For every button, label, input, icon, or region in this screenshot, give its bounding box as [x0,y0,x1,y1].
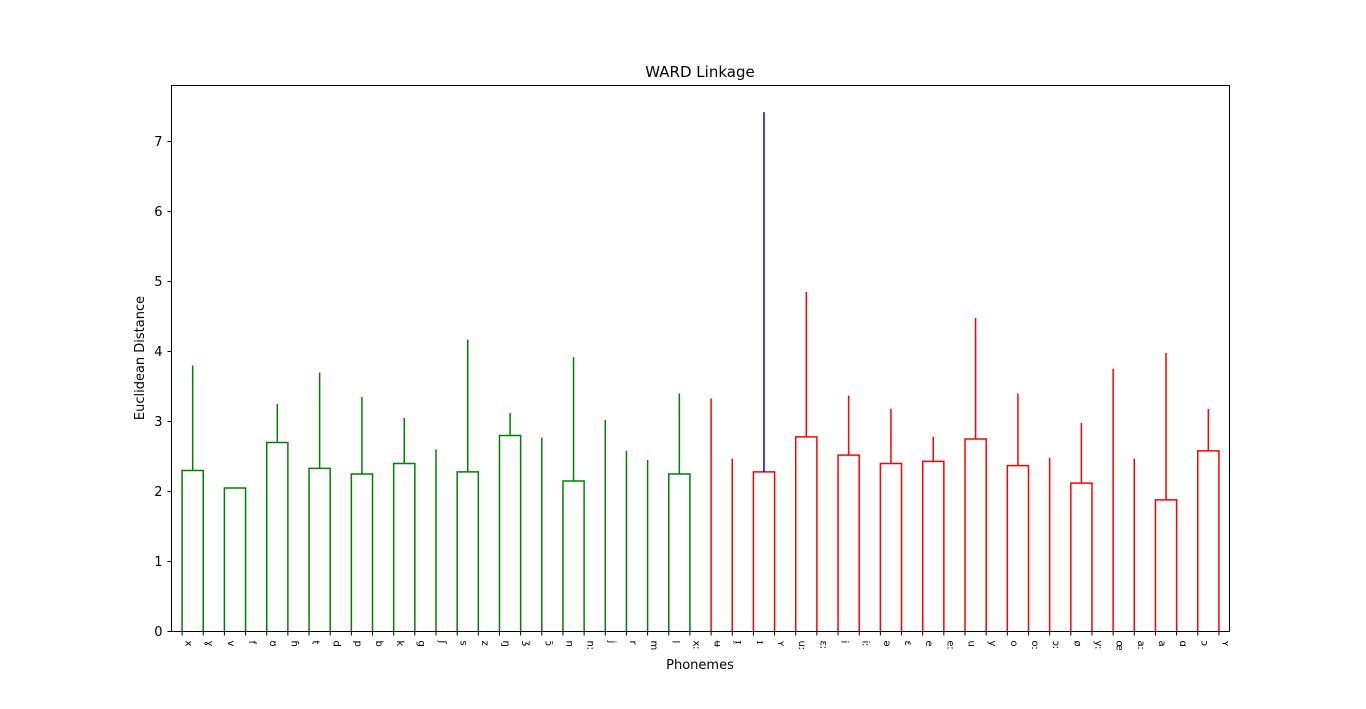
leaf-label: g [415,641,426,647]
leaf-label: k [394,641,405,647]
dendrogram-link [752,471,776,632]
leaf-label: ɔː [1050,641,1061,650]
dendrogram-link [456,471,480,632]
leaf-label: ɑ [1177,641,1188,647]
dendrogram-link [562,480,585,632]
y-axis-label: Euclidean Distance [133,296,148,420]
dendrogram-link [964,438,987,632]
leaf-label: o [1008,641,1019,647]
leaf-label: ɦ [288,641,299,647]
leaf-label: ɪ [754,641,765,645]
leaf-label: x [183,641,194,647]
dendrogram-link [350,473,374,632]
leaf-label: n [563,641,574,647]
leaf-label: ɣ [204,641,215,647]
leaf-label: a [1156,641,1167,647]
leaf-label: i [839,641,850,644]
leaf-label: ʏ [1219,641,1230,647]
leaf-label: ə [881,641,892,647]
leaf-label: u [966,641,977,647]
leaf-label: f [246,641,257,645]
dendrogram-links [181,112,1220,632]
dendrogram-link [1154,499,1178,632]
dendrogram-link [668,473,691,632]
y-tick-label: 6 [154,205,162,220]
dendrogram-link [265,441,289,632]
leaf-label: l [669,641,680,644]
leaf-label: ʃ [437,640,448,645]
leaf-label: eː [944,641,955,651]
leaf-label: z [479,641,490,646]
dendrogram-link [498,434,522,632]
dendrogram-link [392,462,416,632]
x-axis: x ɣ v f ʊ ɦ t d p b k g ʃ s z ŋ ʒ ɔ̃ n nː j r m l xː ʉ ɪ̯ ɪ ʏ uː ɛː i iː… [181,631,1230,651]
leaf-label: œ [1114,641,1125,651]
dendrogram-link [1070,482,1093,632]
dendrogram-link [879,462,903,632]
leaf-label: iː [860,641,871,647]
leaf-label: oː [1029,641,1040,651]
leaf-label: p [352,641,363,647]
leaf-label: s [458,641,469,646]
dendrogram-link [308,467,331,632]
leaf-label: b [373,641,384,647]
leaf-label: r [627,641,638,646]
leaf-label: ʉ [712,641,723,648]
leaf-label: e [923,641,934,647]
leaf-label: ɪ̯ [733,640,744,645]
y-axis: 0 1 2 3 4 5 6 7 [154,135,172,640]
dendrogram-link [181,469,204,632]
dendrogram-link [1006,464,1030,632]
plot-frame [171,85,1230,632]
y-tick-label: 4 [154,345,162,360]
y-tick-label: 0 [154,625,162,640]
y-tick-label: 2 [154,485,162,500]
dendrogram-link [223,487,247,632]
leaf-label: ɛ [902,641,913,646]
dendrogram-link [921,460,945,632]
leaf-label: xː [690,641,701,650]
leaf-label: ŋ [500,641,511,647]
dendrogram-link [1197,450,1220,632]
chart-title: WARD Linkage [645,63,754,81]
x-axis-label: Phonemes [666,658,734,673]
leaf-label: t [310,641,321,645]
y-tick-label: 5 [154,275,162,290]
leaf-label: ʏ [775,641,786,647]
leaf-label: aː [1135,641,1146,651]
leaf-label: uː [796,641,807,651]
leaf-label: yː [1092,641,1103,650]
dendrogram-link [837,454,860,632]
leaf-label: m [648,641,659,651]
leaf-label: ɔ [1198,641,1209,647]
leaf-label: ʊ [267,641,278,647]
leaf-label: ʒ [521,641,532,647]
leaf-label: j [606,640,617,644]
y-tick-label: 7 [154,135,162,150]
leaf-label: ɔ̃ [542,640,554,646]
leaf-label: v [225,641,236,647]
leaf-label: d [331,641,342,647]
dendrogram-link [794,436,818,632]
leaf-label: ɛː [817,641,828,650]
y-tick-label: 3 [154,415,162,430]
leaf-label: ø [1071,641,1082,647]
leaf-label: y [987,641,998,647]
y-tick-label: 1 [154,555,162,570]
leaf-label: nː [585,641,596,651]
